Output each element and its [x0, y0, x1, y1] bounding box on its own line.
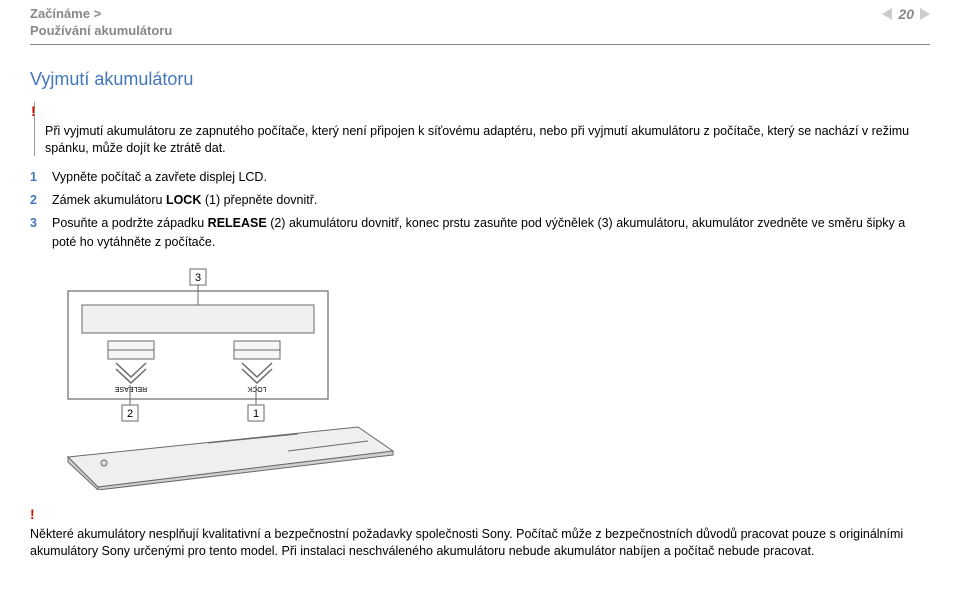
warning-bottom-text: Některé akumulátory nesplňují kvalitativ… — [30, 527, 903, 558]
svg-text:1: 1 — [253, 408, 259, 420]
warning-icon: ! — [31, 102, 930, 121]
battery-diagram: RELEASE LOCK 3 2 1 — [58, 265, 930, 495]
nav-next-icon[interactable] — [920, 8, 930, 20]
step-text-before: Posuňte a podržte západku — [52, 216, 208, 230]
step-text-bold: RELEASE — [208, 216, 267, 230]
svg-text:2: 2 — [127, 408, 133, 420]
page-number: 20 — [898, 6, 914, 22]
diagram-lock-label: LOCK — [247, 385, 266, 392]
step-text-before: Vypněte počítač a zavřete displej LCD. — [52, 170, 267, 184]
breadcrumb-sub: Používání akumulátoru — [30, 23, 172, 40]
step-num: 3 — [30, 214, 52, 252]
step-text: Posuňte a podržte západku RELEASE (2) ak… — [52, 214, 930, 252]
diagram-release-label: RELEASE — [115, 385, 148, 392]
step-item: 3 Posuňte a podržte západku RELEASE (2) … — [30, 214, 930, 252]
warning-bottom: ! Některé akumulátory nesplňují kvalitat… — [30, 505, 930, 560]
warning-top: ! Při vyjmutí akumulátoru ze zapnutého p… — [34, 102, 930, 157]
svg-text:3: 3 — [195, 272, 201, 284]
step-item: 2 Zámek akumulátoru LOCK (1) přepněte do… — [30, 191, 930, 210]
diagram-svg: RELEASE LOCK 3 2 1 — [58, 265, 398, 490]
nav-prev-icon[interactable] — [882, 8, 892, 20]
page-nav: 20 — [882, 6, 930, 22]
step-text-before: Zámek akumulátoru — [52, 193, 166, 207]
breadcrumb-top: Začínáme > — [30, 6, 172, 23]
steps-list: 1 Vypněte počítač a zavřete displej LCD.… — [30, 168, 930, 251]
step-text-after: (1) přepněte dovnitř. — [201, 193, 317, 207]
section-title: Vyjmutí akumulátoru — [30, 69, 930, 90]
laptop-base — [68, 427, 393, 490]
step-text: Vypněte počítač a zavřete displej LCD. — [52, 168, 930, 187]
warning-top-text: Při vyjmutí akumulátoru ze zapnutého poč… — [45, 124, 909, 155]
step-item: 1 Vypněte počítač a zavřete displej LCD. — [30, 168, 930, 187]
step-text-bold: LOCK — [166, 193, 201, 207]
warning-icon: ! — [30, 505, 930, 524]
step-text: Zámek akumulátoru LOCK (1) přepněte dovn… — [52, 191, 930, 210]
step-num: 1 — [30, 168, 52, 187]
page-header: Začínáme > Používání akumulátoru 20 — [30, 0, 930, 45]
step-num: 2 — [30, 191, 52, 210]
breadcrumb: Začínáme > Používání akumulátoru — [30, 6, 172, 40]
